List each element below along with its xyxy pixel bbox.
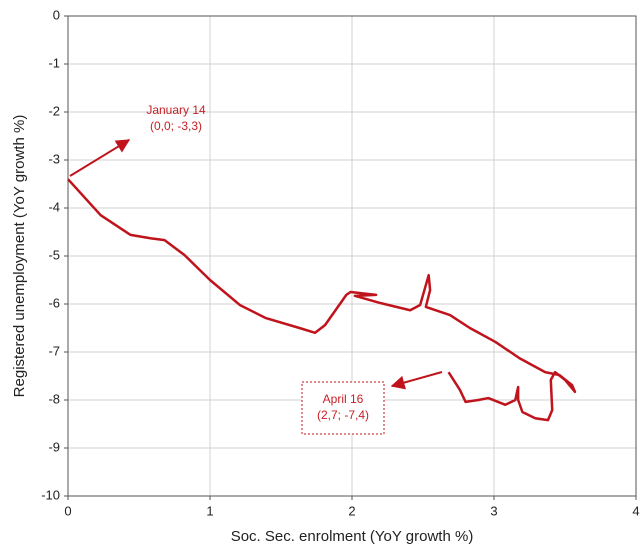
y-tick-label: -3 bbox=[48, 151, 60, 166]
annotation-text: January 14 bbox=[146, 103, 206, 117]
y-tick-label: -6 bbox=[48, 295, 60, 310]
y-tick-label: -2 bbox=[48, 103, 60, 118]
annotation-arrow bbox=[69, 139, 131, 177]
y-tick-label: -9 bbox=[48, 439, 60, 454]
annotation-text: (2,7; -7,4) bbox=[317, 408, 369, 422]
data-line bbox=[67, 178, 577, 422]
y-tick-label: -7 bbox=[48, 343, 60, 358]
y-tick-label: -8 bbox=[48, 391, 60, 406]
x-tick-label: 0 bbox=[64, 503, 71, 518]
annotation-box bbox=[301, 381, 385, 435]
annotation-text: April 16 bbox=[323, 392, 364, 406]
y-tick-label: -10 bbox=[41, 487, 60, 502]
y-axis-label: Registered unemployment (YoY growth %) bbox=[11, 115, 28, 398]
x-tick-label: 2 bbox=[348, 503, 355, 518]
x-tick-label: 3 bbox=[490, 503, 497, 518]
y-tick-label: 0 bbox=[53, 7, 60, 22]
annotation-arrow bbox=[390, 371, 443, 390]
y-tick-label: -4 bbox=[48, 199, 60, 214]
y-tick-label: -5 bbox=[48, 247, 60, 262]
annotation-text: (0,0; -3,3) bbox=[150, 119, 202, 133]
x-tick-label: 1 bbox=[206, 503, 213, 518]
x-axis-label: Soc. Sec. enrolment (YoY growth %) bbox=[231, 528, 474, 545]
y-tick-label: -1 bbox=[48, 55, 60, 70]
x-tick-label: 4 bbox=[632, 503, 639, 518]
